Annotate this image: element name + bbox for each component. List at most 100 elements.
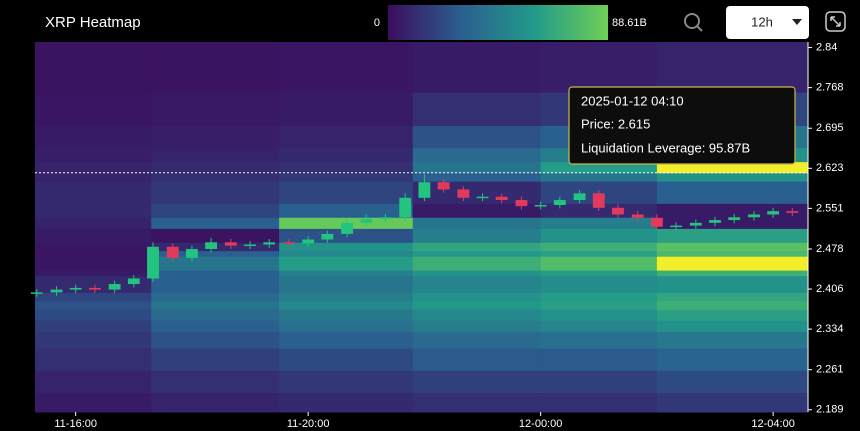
heatmap-cell — [540, 309, 658, 321]
heatmap-cell — [656, 172, 809, 182]
candle-body — [650, 217, 663, 227]
heatmap-cell — [279, 228, 414, 243]
candle-body — [534, 205, 547, 207]
heatmap-cell — [412, 270, 542, 277]
candle-body — [166, 246, 179, 258]
heatmap-cell — [279, 320, 414, 332]
heatmap-cell — [279, 42, 414, 93]
heatmap-cell — [35, 92, 152, 126]
heatmap-cell — [151, 92, 280, 126]
heatmap-cell — [412, 92, 542, 126]
heatmap-cell — [35, 147, 152, 163]
interval-dropdown[interactable]: 12h — [726, 6, 809, 39]
fullscreen-button[interactable] — [825, 11, 846, 32]
heatmap-cell — [656, 370, 809, 394]
heatmap-cell — [151, 300, 280, 310]
heatmap-cell — [412, 392, 542, 413]
candle-body — [495, 196, 508, 201]
heatmap-cell — [279, 147, 414, 163]
heatmap-cell — [279, 392, 414, 413]
candle-body — [457, 189, 470, 198]
heatmap-cell — [35, 300, 152, 310]
heatmap-cell — [35, 270, 152, 277]
heatmap-cell — [151, 250, 280, 257]
heatmap-cell — [279, 181, 414, 204]
y-tick-label: 2.84 — [816, 41, 837, 53]
heatmap-cell — [656, 256, 809, 271]
heatmap-cell — [151, 42, 280, 93]
heatmap-cell — [540, 270, 658, 277]
heatmap-cell — [656, 320, 809, 332]
search-button[interactable] — [684, 13, 703, 32]
x-tick-label: 12-00:00 — [519, 418, 562, 430]
heatmap-cell — [656, 217, 809, 229]
heatmap-cell — [35, 331, 152, 349]
candle-body — [185, 248, 198, 258]
heatmap-cell — [656, 250, 809, 257]
heatmap-cell — [656, 161, 809, 174]
candle-body — [302, 239, 315, 244]
candle-body — [108, 284, 121, 290]
heatmap-cell — [279, 331, 414, 349]
heatmap-cell — [656, 42, 809, 93]
heatmap-cell — [151, 228, 280, 243]
heatmap-cell — [151, 309, 280, 321]
heatmap-cell — [412, 250, 542, 257]
heatmap-cell — [35, 242, 152, 252]
candle-body — [50, 289, 63, 293]
colorbar — [388, 5, 608, 40]
heatmap-cell — [35, 250, 152, 257]
heatmap-cell — [151, 217, 280, 229]
heatmap-cell — [279, 125, 414, 149]
heatmap-cell — [412, 228, 542, 243]
heatmap-cell — [35, 348, 152, 371]
heatmap-cell — [540, 217, 658, 229]
heatmap-cell — [540, 250, 658, 257]
heatmap-cell — [151, 275, 280, 293]
heatmap-cell — [412, 275, 542, 293]
tooltip-leverage: Liquidation Leverage: 95.87B — [581, 140, 750, 155]
heatmap-cell — [151, 125, 280, 149]
heatmap-cell — [279, 270, 414, 277]
heatmap-cell — [412, 217, 542, 229]
heatmap-cell — [35, 228, 152, 243]
heatmap-cell — [151, 270, 280, 277]
candle-body — [399, 197, 412, 218]
heatmap-cell — [279, 242, 414, 252]
candle-body — [748, 214, 760, 218]
y-tick-label: 2.623 — [816, 162, 844, 174]
heatmap-cell — [35, 172, 152, 182]
heatmap-cell — [412, 320, 542, 332]
heatmap-cell — [656, 292, 809, 302]
y-tick-label: 2.478 — [816, 243, 844, 255]
candle-body — [670, 225, 682, 228]
candle-body — [553, 200, 566, 206]
tooltip: 2025-01-12 04:10 Price: 2.615 Liquidatio… — [568, 86, 796, 165]
heatmap-cell — [35, 125, 152, 149]
heatmap-cell — [412, 256, 542, 271]
candle-body — [418, 182, 431, 198]
heatmap-cell — [279, 172, 414, 182]
heatmap-cell — [540, 320, 658, 332]
heatmap-cell — [279, 309, 414, 321]
heatmap-cell — [540, 348, 658, 371]
heatmap-cell — [151, 161, 280, 174]
candle-body — [263, 242, 276, 245]
candle-body — [786, 211, 799, 213]
heatmap-cell — [656, 309, 809, 321]
heatmap-cell — [412, 42, 542, 93]
candle-body — [244, 244, 256, 247]
heatmap-cell — [540, 228, 658, 243]
candle-body — [88, 287, 101, 290]
heatmap-cell — [540, 292, 658, 302]
heatmap-cell — [540, 370, 658, 394]
y-tick-label: 2.334 — [816, 323, 844, 335]
heatmap-cell — [656, 181, 809, 204]
heatmap-cell — [151, 392, 280, 413]
candle-body — [30, 292, 43, 294]
candle-body — [69, 287, 82, 290]
heatmap-cell — [656, 203, 809, 218]
heatmap-cell — [540, 392, 658, 413]
heatmap-cell — [279, 300, 414, 310]
